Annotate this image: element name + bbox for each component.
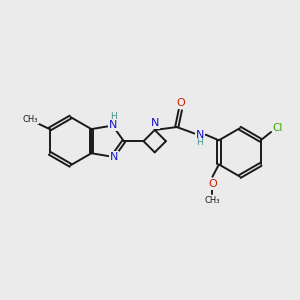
- Text: O: O: [176, 98, 185, 109]
- Text: N: N: [196, 130, 204, 140]
- Text: N: N: [110, 152, 118, 162]
- Text: H: H: [196, 138, 203, 147]
- Text: O: O: [208, 179, 217, 189]
- Text: H: H: [110, 112, 117, 121]
- Text: CH₃: CH₃: [205, 196, 220, 205]
- Text: N: N: [151, 118, 159, 128]
- Text: N: N: [109, 120, 117, 130]
- Text: Cl: Cl: [273, 123, 283, 133]
- Text: CH₃: CH₃: [23, 115, 38, 124]
